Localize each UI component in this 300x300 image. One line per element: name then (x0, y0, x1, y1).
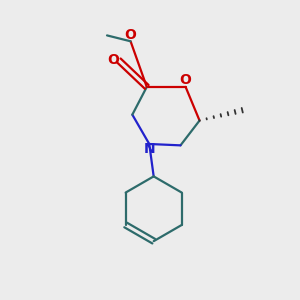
Text: O: O (124, 28, 136, 42)
Text: N: N (143, 142, 155, 156)
Text: O: O (108, 53, 119, 68)
Text: O: O (180, 74, 192, 88)
